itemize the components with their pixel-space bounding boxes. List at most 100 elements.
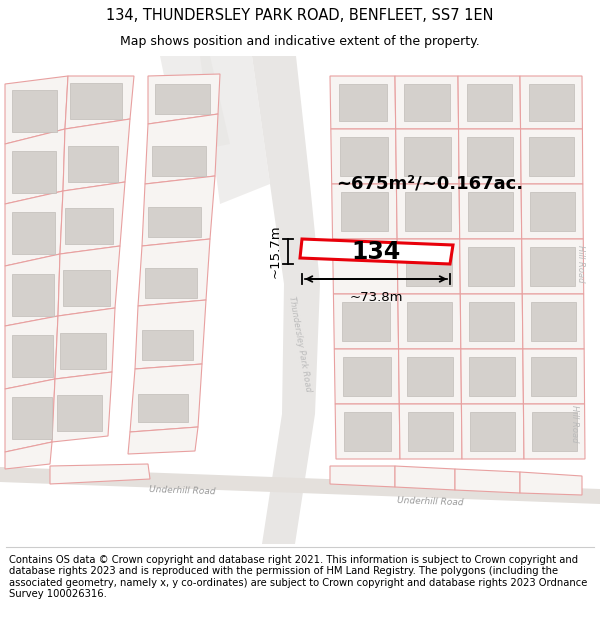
- Bar: [12, 90, 57, 132]
- Polygon shape: [160, 56, 230, 154]
- Polygon shape: [5, 379, 55, 452]
- Polygon shape: [5, 191, 63, 266]
- Bar: [531, 302, 576, 341]
- Bar: [469, 357, 515, 396]
- Polygon shape: [135, 300, 206, 369]
- Polygon shape: [65, 76, 134, 129]
- Polygon shape: [138, 239, 210, 306]
- Polygon shape: [520, 76, 583, 129]
- Text: ~675m²/~0.167ac.: ~675m²/~0.167ac.: [337, 175, 524, 193]
- Bar: [342, 302, 390, 341]
- Polygon shape: [460, 239, 522, 294]
- Polygon shape: [252, 56, 310, 184]
- Polygon shape: [460, 294, 523, 349]
- Polygon shape: [330, 466, 395, 487]
- Polygon shape: [148, 74, 220, 124]
- Polygon shape: [145, 114, 218, 184]
- Polygon shape: [522, 294, 584, 349]
- Bar: [12, 212, 55, 254]
- Text: ~15.7m: ~15.7m: [269, 224, 282, 278]
- Bar: [408, 412, 454, 451]
- Bar: [155, 84, 210, 114]
- Bar: [341, 192, 388, 231]
- Bar: [57, 395, 102, 431]
- Polygon shape: [398, 349, 461, 404]
- Polygon shape: [60, 182, 125, 254]
- Bar: [142, 330, 193, 360]
- Polygon shape: [262, 414, 315, 544]
- Polygon shape: [455, 469, 520, 493]
- Polygon shape: [520, 472, 582, 495]
- Bar: [407, 357, 453, 396]
- Polygon shape: [521, 129, 583, 184]
- Polygon shape: [331, 129, 397, 184]
- Polygon shape: [459, 184, 522, 239]
- Polygon shape: [332, 239, 398, 294]
- Polygon shape: [458, 76, 521, 129]
- Bar: [152, 146, 206, 176]
- Polygon shape: [335, 404, 400, 459]
- Bar: [148, 207, 201, 237]
- Bar: [340, 137, 388, 176]
- Polygon shape: [200, 56, 270, 204]
- Polygon shape: [395, 129, 459, 184]
- Polygon shape: [458, 129, 521, 184]
- Bar: [407, 302, 452, 341]
- Bar: [12, 397, 52, 439]
- Bar: [12, 151, 56, 193]
- Text: Hill Road: Hill Road: [571, 405, 580, 442]
- Text: 134: 134: [352, 240, 401, 264]
- Bar: [529, 137, 574, 176]
- Bar: [532, 357, 576, 396]
- Bar: [68, 146, 118, 182]
- Bar: [470, 412, 515, 451]
- Polygon shape: [270, 184, 320, 284]
- Polygon shape: [523, 349, 584, 404]
- Bar: [467, 137, 512, 176]
- Bar: [467, 84, 512, 121]
- Polygon shape: [523, 404, 585, 459]
- Polygon shape: [334, 294, 398, 349]
- Bar: [469, 302, 514, 341]
- Bar: [12, 335, 53, 377]
- Bar: [60, 333, 106, 369]
- Polygon shape: [58, 246, 120, 316]
- Text: Underhill Road: Underhill Road: [149, 486, 215, 497]
- Polygon shape: [397, 239, 460, 294]
- Polygon shape: [5, 442, 52, 469]
- Polygon shape: [0, 467, 600, 504]
- Bar: [145, 268, 197, 298]
- Bar: [529, 84, 574, 121]
- Bar: [343, 357, 391, 396]
- Polygon shape: [334, 349, 399, 404]
- Text: Thundersley Park Road: Thundersley Park Road: [287, 296, 313, 392]
- Polygon shape: [5, 254, 60, 326]
- Bar: [468, 192, 513, 231]
- Bar: [468, 247, 514, 286]
- Polygon shape: [330, 76, 395, 129]
- Polygon shape: [461, 404, 524, 459]
- Bar: [70, 83, 122, 119]
- Polygon shape: [142, 176, 215, 246]
- Polygon shape: [522, 239, 584, 294]
- Bar: [65, 208, 113, 244]
- Text: Hill Road: Hill Road: [575, 245, 584, 282]
- Polygon shape: [5, 129, 65, 204]
- Text: ~73.8m: ~73.8m: [349, 291, 403, 304]
- Bar: [63, 270, 110, 306]
- Bar: [406, 247, 452, 286]
- Polygon shape: [5, 316, 58, 389]
- Bar: [530, 192, 575, 231]
- Polygon shape: [395, 466, 455, 490]
- Bar: [532, 412, 577, 451]
- Text: Contains OS data © Crown copyright and database right 2021. This information is : Contains OS data © Crown copyright and d…: [9, 554, 587, 599]
- Bar: [138, 394, 188, 422]
- Polygon shape: [63, 119, 130, 191]
- Bar: [339, 84, 387, 121]
- Polygon shape: [128, 427, 198, 454]
- Bar: [405, 192, 451, 231]
- Bar: [12, 274, 54, 316]
- Bar: [404, 137, 451, 176]
- Polygon shape: [55, 308, 115, 379]
- Polygon shape: [50, 464, 150, 484]
